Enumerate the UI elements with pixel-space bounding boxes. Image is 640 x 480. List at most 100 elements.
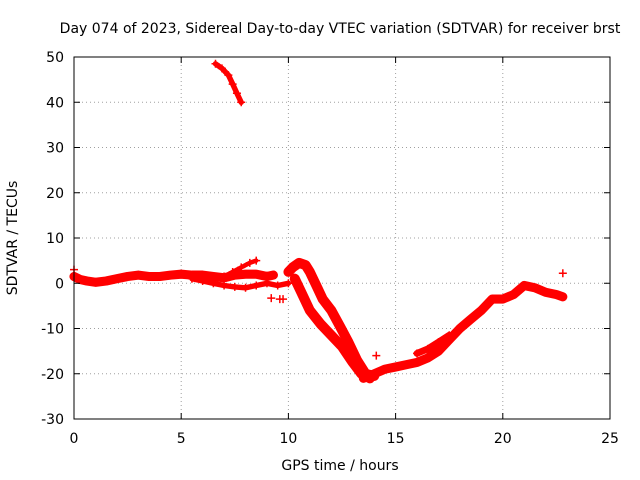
data-point (477, 306, 486, 315)
data-point (558, 292, 567, 301)
data-point (359, 374, 368, 383)
data-point (273, 281, 282, 290)
data-point (552, 290, 561, 299)
y-tick-label: 0 (55, 276, 64, 292)
x-tick-labels: 0 5 10 15 20 25 (70, 431, 619, 447)
data-point (112, 274, 121, 283)
data-point (245, 258, 254, 267)
outlier-point (279, 295, 288, 304)
y-axis-label: SDTVAR / TECUs (5, 181, 21, 296)
data-point (228, 267, 237, 276)
outlier-point (372, 351, 381, 360)
data-point (209, 272, 218, 281)
data-point (509, 290, 518, 299)
data-point (284, 267, 293, 276)
data-point (423, 344, 432, 353)
data-point (220, 281, 229, 290)
data-point (488, 295, 497, 304)
data-point (177, 270, 186, 279)
data-point (252, 281, 261, 290)
data-point (102, 276, 111, 285)
data-point (209, 279, 218, 288)
data-point (305, 306, 314, 315)
data-point (217, 64, 226, 73)
data-point (434, 347, 443, 356)
data-point (230, 282, 239, 291)
data-point (466, 315, 475, 324)
series-recovery-lower (413, 331, 453, 357)
x-tick-label: 0 (70, 431, 79, 447)
data-point (262, 279, 271, 288)
data-point (252, 256, 261, 265)
data-point (530, 283, 539, 292)
data-point (220, 272, 229, 281)
data-point (434, 338, 443, 347)
x-tick-label: 25 (601, 431, 619, 447)
data-point (211, 59, 220, 68)
data-point (327, 306, 336, 315)
data-point (391, 362, 400, 371)
data-point (344, 338, 353, 347)
data-point (155, 272, 164, 281)
data-point (301, 261, 310, 270)
data-point (76, 275, 85, 284)
data-point (348, 358, 357, 367)
data-point (262, 272, 271, 281)
data-point (241, 283, 250, 292)
data-point (232, 89, 241, 98)
y-tick-label: -20 (41, 367, 64, 383)
x-tick-label: 15 (387, 431, 405, 447)
data-point (187, 274, 196, 283)
x-tick-label: 5 (177, 431, 186, 447)
data-point (413, 358, 422, 367)
data-point (305, 267, 314, 276)
x-tick-label: 10 (279, 431, 297, 447)
data-point (297, 288, 306, 297)
data-point (284, 279, 293, 288)
y-tick-label: 30 (46, 141, 64, 157)
series-main-track-b (189, 276, 292, 291)
y-tick-label: -30 (41, 412, 64, 428)
y-tick-label: 10 (46, 231, 64, 247)
y-tick-label: 40 (46, 95, 64, 111)
data-point (224, 71, 233, 80)
data-point (312, 281, 321, 290)
data-point (402, 360, 411, 369)
data-point (295, 258, 304, 267)
data-point (123, 272, 132, 281)
tick-marks (73, 56, 611, 420)
data-point (316, 319, 325, 328)
y-tick-label: -10 (41, 322, 64, 338)
data-point (91, 278, 100, 287)
data-point (520, 281, 529, 290)
data-point (288, 263, 297, 272)
y-tick-label: 50 (46, 50, 64, 66)
data-point (290, 274, 299, 283)
data-point (327, 331, 336, 340)
data-point (380, 365, 389, 374)
data-point (237, 98, 246, 107)
y-tick-labels: -30 -20 -10 0 10 20 30 40 50 (41, 50, 64, 428)
data-point (134, 271, 143, 280)
data-point (423, 353, 432, 362)
y-tick-label: 20 (46, 186, 64, 202)
outlier-point (267, 294, 276, 303)
data-layer (69, 59, 568, 384)
data-point (498, 295, 507, 304)
data-point (413, 349, 422, 358)
data-point (241, 270, 250, 279)
data-point (455, 324, 464, 333)
x-tick-label: 20 (494, 431, 512, 447)
data-point (145, 272, 154, 281)
data-point (338, 342, 346, 351)
data-point (335, 322, 344, 331)
data-point (228, 80, 237, 89)
data-point (166, 271, 175, 280)
data-point (445, 331, 454, 340)
x-axis-label: GPS time / hours (281, 458, 398, 474)
outlier-point (558, 269, 567, 278)
chart-title: Day 074 of 2023, Sidereal Day-to-day VTE… (60, 21, 621, 37)
data-point (237, 263, 246, 272)
